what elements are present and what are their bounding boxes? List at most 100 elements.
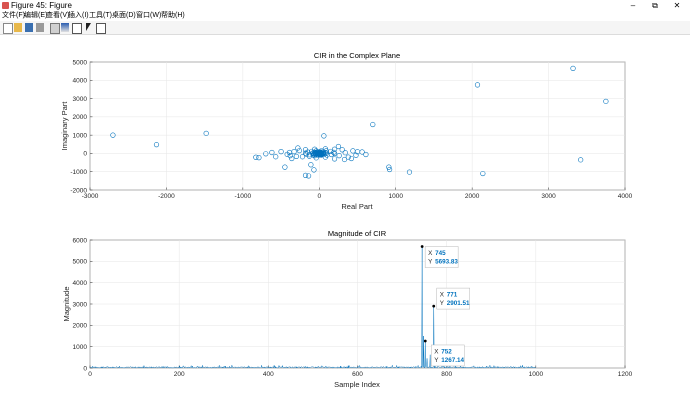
x-tick-labels: 0 200 400 600 800 1000 1200	[88, 371, 632, 378]
scatter-point	[363, 151, 369, 158]
scatter-point	[256, 155, 262, 161]
menu-insert[interactable]: 插入(I)	[68, 12, 89, 19]
datatip-y-value: 5693.83	[435, 259, 458, 266]
chart-title: CIR in the Complex Plane	[314, 51, 400, 60]
scatter-point	[153, 142, 160, 148]
matlab-figure-icon	[2, 2, 9, 9]
magnitude-line	[89, 246, 537, 369]
scatter-point	[578, 157, 584, 163]
y-tick-label: 3000	[73, 301, 88, 308]
x-axis-label: Sample Index	[334, 380, 380, 389]
menu-tools[interactable]: 工具(T)	[89, 12, 112, 19]
x-tick-label: 200	[174, 371, 185, 378]
datatip-marker	[420, 245, 424, 248]
axes-frame	[89, 61, 626, 191]
maximize-button[interactable]: ⧉	[652, 1, 658, 10]
title-bar: Figure 45: Figure – ⧉ ✕	[0, 0, 690, 11]
window-title: Figure 45: Figure	[11, 1, 72, 10]
scatter-point	[339, 147, 345, 153]
y-tick-label: 1000	[73, 132, 88, 139]
scatter-point	[311, 167, 317, 173]
magnitude-axes[interactable]: 0 200 400 600 800 1000 1200 0 1000 2000 3000 4000 5…	[62, 229, 633, 389]
scatter-point	[342, 150, 348, 156]
x-tick-label: -1000	[235, 193, 252, 200]
scatter-point	[282, 164, 288, 170]
x-axis-label: Real Part	[341, 202, 373, 211]
insert-legend-icon[interactable]	[72, 23, 82, 34]
figure-svg[interactable]: -3000 -2000 -1000 0 1000 2000 3000 4000 -2000-1…	[0, 35, 690, 408]
close-button[interactable]: ✕	[673, 1, 681, 10]
scatter-point	[341, 156, 348, 163]
property-editor-icon[interactable]	[96, 23, 106, 34]
new-figure-icon[interactable]	[3, 23, 13, 34]
menu-desktop[interactable]: 桌面(D)	[112, 12, 136, 19]
scatter-point	[386, 164, 392, 170]
scatter-point	[273, 154, 279, 160]
complex-plane-axes[interactable]: -3000 -2000 -1000 0 1000 2000 3000 4000 -2000-1…	[60, 51, 633, 211]
scatter-point	[353, 152, 359, 158]
y-tick-label: 0	[83, 151, 87, 158]
datatip-x-label: X	[440, 292, 445, 299]
scatter-point	[603, 98, 609, 104]
scatter-point	[387, 166, 393, 173]
menu-bar: 文件(F) 编辑(E) 查看(V) 插入(I) 工具(T) 桌面(D) 窗口(W…	[0, 11, 690, 21]
menu-edit[interactable]: 编辑(E)	[24, 12, 48, 19]
scatter-point	[316, 150, 322, 157]
x-tick-label: 3000	[541, 193, 556, 200]
scatter-point	[303, 151, 309, 157]
link-plot-icon[interactable]	[50, 23, 60, 34]
grid-lines	[89, 61, 626, 191]
x-tick-label: 0	[317, 193, 321, 200]
scatter-point	[284, 151, 290, 157]
datatip-x-value: 771	[447, 292, 458, 299]
toolbar	[0, 21, 690, 35]
scatter-point	[278, 148, 284, 155]
minimize-button[interactable]: –	[630, 1, 636, 10]
open-file-icon[interactable]	[14, 23, 22, 32]
magnitude-series	[89, 246, 537, 369]
y-tick-label: -2000	[70, 187, 87, 194]
y-tick-label: -1000	[70, 169, 87, 176]
save-icon[interactable]	[25, 23, 33, 32]
scatter-point	[336, 153, 342, 159]
datatip-y-value: 1267.14	[441, 357, 464, 364]
scatter-point	[253, 154, 259, 160]
x-tick-label: 1000	[388, 193, 403, 200]
figure-canvas: -3000 -2000 -1000 0 1000 2000 3000 4000 -2000 -1…	[0, 35, 690, 408]
datatip-box	[424, 246, 459, 268]
insert-colorbar-icon[interactable]	[61, 23, 69, 32]
scatter-point	[480, 170, 486, 177]
menu-file[interactable]: 文件(F)	[2, 12, 25, 19]
datatip-y-label: Y	[440, 300, 445, 307]
scatter-point	[296, 148, 303, 154]
menu-window[interactable]: 窗口(W)	[136, 12, 162, 19]
scatter-point	[350, 148, 356, 154]
datatip-y-label: Y	[434, 357, 439, 364]
scatter-point	[203, 130, 209, 136]
y-tick-label: 5000	[73, 259, 88, 266]
scatter-point	[335, 143, 341, 150]
y-tick-label: 1000	[73, 344, 88, 351]
y-tick-label: 0	[83, 365, 87, 372]
print-icon[interactable]	[36, 23, 44, 32]
pointer-icon[interactable]	[86, 23, 91, 31]
datatip-marker	[423, 339, 427, 343]
scatter-point	[263, 151, 269, 157]
y-axis-label: Imaginary Part	[60, 101, 69, 151]
scatter-point	[289, 155, 295, 162]
menu-help[interactable]: 帮助(H)	[161, 12, 185, 19]
scatter-point	[269, 149, 275, 156]
y-tick-label: 4000	[73, 280, 88, 287]
menu-view[interactable]: 查看(V)	[46, 12, 70, 19]
scatter-point	[348, 155, 354, 162]
y-axis-label: Magnitude	[62, 286, 71, 321]
x-tick-label: 2000	[465, 193, 480, 200]
scatter-point	[110, 132, 116, 138]
datatip-x-label: X	[428, 250, 433, 257]
scatter-point	[345, 154, 351, 160]
x-tick-label: 0	[88, 371, 92, 378]
